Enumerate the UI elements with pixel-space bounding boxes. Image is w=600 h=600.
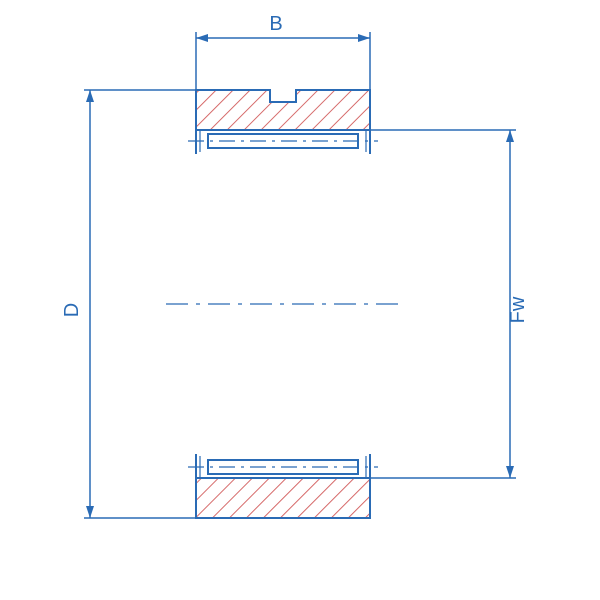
dim-label-D: D bbox=[61, 303, 83, 317]
bearing-cross-section: B D Fw bbox=[0, 0, 600, 600]
dim-label-Fw: Fw bbox=[507, 296, 529, 323]
dim-label-B: B bbox=[269, 13, 282, 35]
upper-outer-ring bbox=[196, 90, 370, 130]
lower-outer-ring bbox=[196, 478, 370, 518]
